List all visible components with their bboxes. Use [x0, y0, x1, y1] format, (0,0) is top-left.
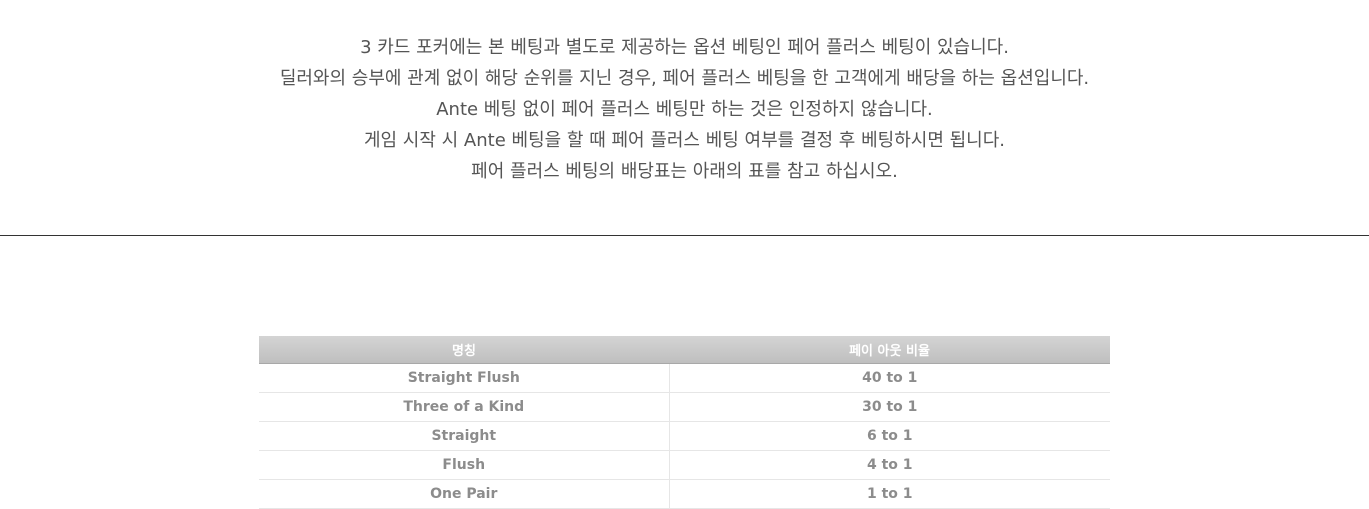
- payout-table-header: 명칭 페이 아웃 비율: [259, 336, 1110, 364]
- payout-cell: 6 to 1: [669, 421, 1110, 451]
- table-row: Straight 6 to 1: [259, 421, 1110, 451]
- table-row: Straight Flush 40 to 1: [259, 363, 1110, 393]
- header-row: 명칭 페이 아웃 비율: [259, 336, 1110, 364]
- intro-line: 딜러와의 승부에 관계 없이 해당 순위를 지닌 경우, 페어 플러스 베팅을 …: [279, 68, 1090, 89]
- payout-cell: 30 to 1: [669, 392, 1110, 422]
- intro-line: Ante 베팅 없이 페어 플러스 베팅만 하는 것은 인정하지 않습니다.: [436, 99, 933, 120]
- section-divider: [0, 235, 1369, 236]
- table-row: One Pair 1 to 1: [259, 479, 1110, 509]
- intro-line: 게임 시작 시 Ante 베팅을 할 때 페어 플러스 베팅 여부를 결정 후 …: [363, 130, 1006, 151]
- hand-name-cell: One Pair: [259, 479, 670, 509]
- column-header-name: 명칭: [259, 336, 669, 364]
- intro-line: 페어 플러스 베팅의 배당표는 아래의 표를 참고 하십시오.: [471, 161, 898, 182]
- table-row: Three of a Kind 30 to 1: [259, 392, 1110, 422]
- hand-name-cell: Straight: [259, 421, 670, 451]
- intro-text-block: 3 카드 포커에는 본 베팅과 별도로 제공하는 옵션 베팅인 페어 플러스 베…: [0, 32, 1369, 187]
- hand-name-cell: Straight Flush: [259, 363, 670, 393]
- hand-name-cell: Flush: [259, 450, 670, 480]
- payout-cell: 1 to 1: [669, 479, 1110, 509]
- payout-cell: 4 to 1: [669, 450, 1110, 480]
- column-header-payout: 페이 아웃 비율: [669, 336, 1110, 364]
- payout-table: 명칭 페이 아웃 비율 Straight Flush 40 to 1 Three…: [259, 336, 1110, 509]
- intro-line: 3 카드 포커에는 본 베팅과 별도로 제공하는 옵션 베팅인 페어 플러스 베…: [360, 37, 1009, 58]
- payout-cell: 40 to 1: [669, 363, 1110, 393]
- payout-table-body: Straight Flush 40 to 1 Three of a Kind 3…: [259, 363, 1110, 509]
- table-row: Flush 4 to 1: [259, 450, 1110, 480]
- hand-name-cell: Three of a Kind: [259, 392, 670, 422]
